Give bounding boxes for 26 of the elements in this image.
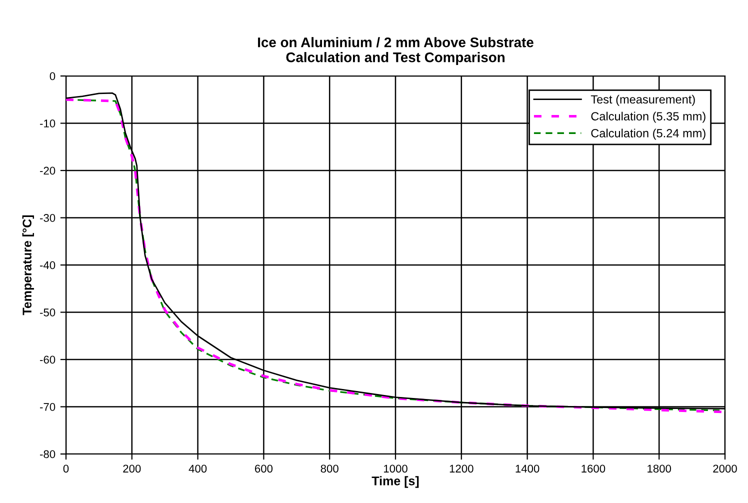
legend-label: Calculation (5.24 mm) (591, 128, 706, 140)
y-tick-label: -30 (40, 214, 56, 222)
y-tick-label: -20 (40, 166, 56, 175)
x-tick-label: 1200 (450, 464, 474, 473)
y-tick-label: -70 (40, 403, 56, 411)
y-tick-label: -50 (40, 308, 56, 316)
chart-title: Ice on Aluminium / 2 mm Above Substrate Calculation and Test Comparison (258, 37, 534, 65)
y-tick-label: -60 (40, 356, 56, 364)
y-axis-title: Temperature [°C] (22, 215, 34, 316)
x-axis-title: Time [s] (372, 476, 419, 488)
x-tick-label: 1800 (648, 464, 672, 473)
x-tick-label: 200 (123, 464, 141, 473)
x-tick-label: 0 (63, 464, 69, 473)
x-tick-label: 800 (320, 464, 338, 473)
y-tick-label: -80 (40, 450, 56, 458)
x-tick-label: 1400 (516, 464, 540, 473)
x-tick-label: 400 (188, 464, 207, 473)
x-tick-label: 2000 (713, 464, 737, 473)
y-tick-label: -10 (40, 120, 56, 128)
x-tick-label: 600 (254, 464, 273, 473)
legend-label: Calculation (5.35 mm) (591, 112, 706, 123)
x-tick-label: 1000 (384, 464, 408, 473)
legend-label: Test (measurement) (590, 94, 695, 106)
x-tick-label: 1600 (582, 464, 606, 473)
y-tick-label: -40 (40, 261, 56, 270)
y-tick-label: 0 (50, 72, 56, 80)
